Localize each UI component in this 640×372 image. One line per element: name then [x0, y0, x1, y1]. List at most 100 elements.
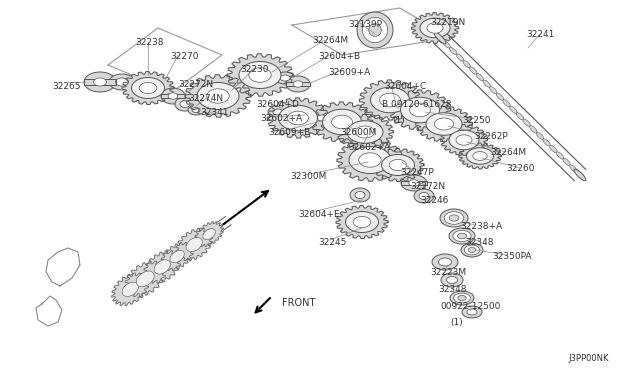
- Polygon shape: [84, 79, 116, 85]
- Ellipse shape: [449, 130, 479, 150]
- Ellipse shape: [346, 212, 378, 232]
- Text: 00922-12500: 00922-12500: [440, 302, 500, 311]
- Ellipse shape: [456, 135, 472, 145]
- Polygon shape: [459, 143, 501, 169]
- Polygon shape: [337, 114, 394, 150]
- Polygon shape: [111, 273, 149, 306]
- Ellipse shape: [450, 47, 457, 55]
- Ellipse shape: [154, 260, 170, 274]
- Ellipse shape: [454, 293, 470, 303]
- Text: 32139P: 32139P: [348, 20, 382, 29]
- Ellipse shape: [441, 273, 463, 287]
- Ellipse shape: [170, 250, 184, 263]
- Text: 32260: 32260: [506, 164, 534, 173]
- Ellipse shape: [131, 77, 164, 99]
- Text: 32600M: 32600M: [340, 128, 376, 137]
- Ellipse shape: [381, 154, 415, 176]
- Ellipse shape: [332, 115, 353, 129]
- Ellipse shape: [574, 169, 586, 181]
- Ellipse shape: [420, 18, 450, 38]
- Text: 32246: 32246: [420, 196, 449, 205]
- Ellipse shape: [436, 34, 444, 42]
- Ellipse shape: [353, 217, 371, 228]
- Polygon shape: [161, 243, 193, 270]
- Polygon shape: [195, 222, 223, 247]
- Ellipse shape: [93, 78, 106, 86]
- Ellipse shape: [380, 93, 401, 107]
- Text: 32604+B: 32604+B: [318, 52, 360, 61]
- Ellipse shape: [516, 113, 524, 120]
- Ellipse shape: [369, 24, 381, 36]
- Polygon shape: [416, 106, 472, 142]
- Text: 32238: 32238: [135, 38, 163, 47]
- Ellipse shape: [440, 209, 468, 227]
- Ellipse shape: [467, 309, 477, 315]
- Text: 32230: 32230: [240, 65, 269, 74]
- Ellipse shape: [496, 93, 504, 100]
- Ellipse shape: [401, 175, 427, 191]
- Text: 32264M: 32264M: [312, 36, 348, 45]
- Ellipse shape: [450, 291, 474, 305]
- Ellipse shape: [426, 113, 462, 135]
- Text: B 09120-61628: B 09120-61628: [382, 100, 451, 109]
- Text: 32265: 32265: [52, 82, 81, 91]
- Ellipse shape: [249, 68, 271, 82]
- Ellipse shape: [438, 258, 451, 266]
- Polygon shape: [122, 71, 174, 105]
- Ellipse shape: [468, 247, 476, 253]
- Ellipse shape: [188, 105, 204, 115]
- Ellipse shape: [470, 67, 477, 74]
- Ellipse shape: [434, 32, 446, 44]
- Ellipse shape: [286, 76, 310, 92]
- Ellipse shape: [273, 109, 283, 115]
- Polygon shape: [337, 139, 403, 181]
- Text: 32348: 32348: [465, 238, 493, 247]
- Text: FRONT: FRONT: [282, 298, 316, 308]
- Ellipse shape: [192, 108, 200, 112]
- Polygon shape: [227, 54, 293, 96]
- Ellipse shape: [197, 83, 239, 109]
- Text: 32274N: 32274N: [188, 94, 223, 103]
- Ellipse shape: [287, 111, 308, 125]
- Ellipse shape: [563, 158, 570, 166]
- Polygon shape: [268, 98, 329, 138]
- Text: 32272N: 32272N: [178, 80, 213, 89]
- Polygon shape: [336, 205, 388, 238]
- Text: 32604+E: 32604+E: [298, 210, 340, 219]
- Ellipse shape: [456, 54, 464, 61]
- Ellipse shape: [449, 228, 475, 244]
- Ellipse shape: [556, 152, 564, 159]
- Ellipse shape: [278, 105, 317, 131]
- Ellipse shape: [530, 126, 537, 133]
- Ellipse shape: [355, 192, 365, 199]
- Text: 32602+A: 32602+A: [348, 143, 390, 152]
- Ellipse shape: [355, 126, 374, 138]
- Ellipse shape: [464, 245, 480, 255]
- Ellipse shape: [84, 72, 116, 92]
- Ellipse shape: [483, 80, 490, 87]
- Ellipse shape: [168, 93, 178, 99]
- Text: (1): (1): [450, 318, 463, 327]
- Text: 32272N: 32272N: [410, 182, 445, 191]
- Text: 32602+A: 32602+A: [260, 114, 302, 123]
- Polygon shape: [359, 80, 420, 120]
- Polygon shape: [175, 228, 213, 261]
- Ellipse shape: [410, 103, 430, 117]
- Ellipse shape: [523, 119, 531, 126]
- Ellipse shape: [453, 230, 471, 241]
- Polygon shape: [440, 125, 488, 155]
- Ellipse shape: [140, 83, 157, 94]
- Ellipse shape: [409, 180, 419, 186]
- Ellipse shape: [349, 147, 391, 173]
- Ellipse shape: [509, 106, 517, 113]
- Ellipse shape: [458, 295, 466, 301]
- Ellipse shape: [401, 97, 440, 123]
- Ellipse shape: [419, 192, 429, 199]
- Polygon shape: [143, 251, 181, 283]
- Ellipse shape: [312, 112, 332, 124]
- Ellipse shape: [432, 254, 458, 270]
- Text: 32270: 32270: [170, 52, 198, 61]
- Ellipse shape: [389, 159, 407, 171]
- Ellipse shape: [443, 41, 451, 48]
- Text: 32238+A: 32238+A: [460, 222, 502, 231]
